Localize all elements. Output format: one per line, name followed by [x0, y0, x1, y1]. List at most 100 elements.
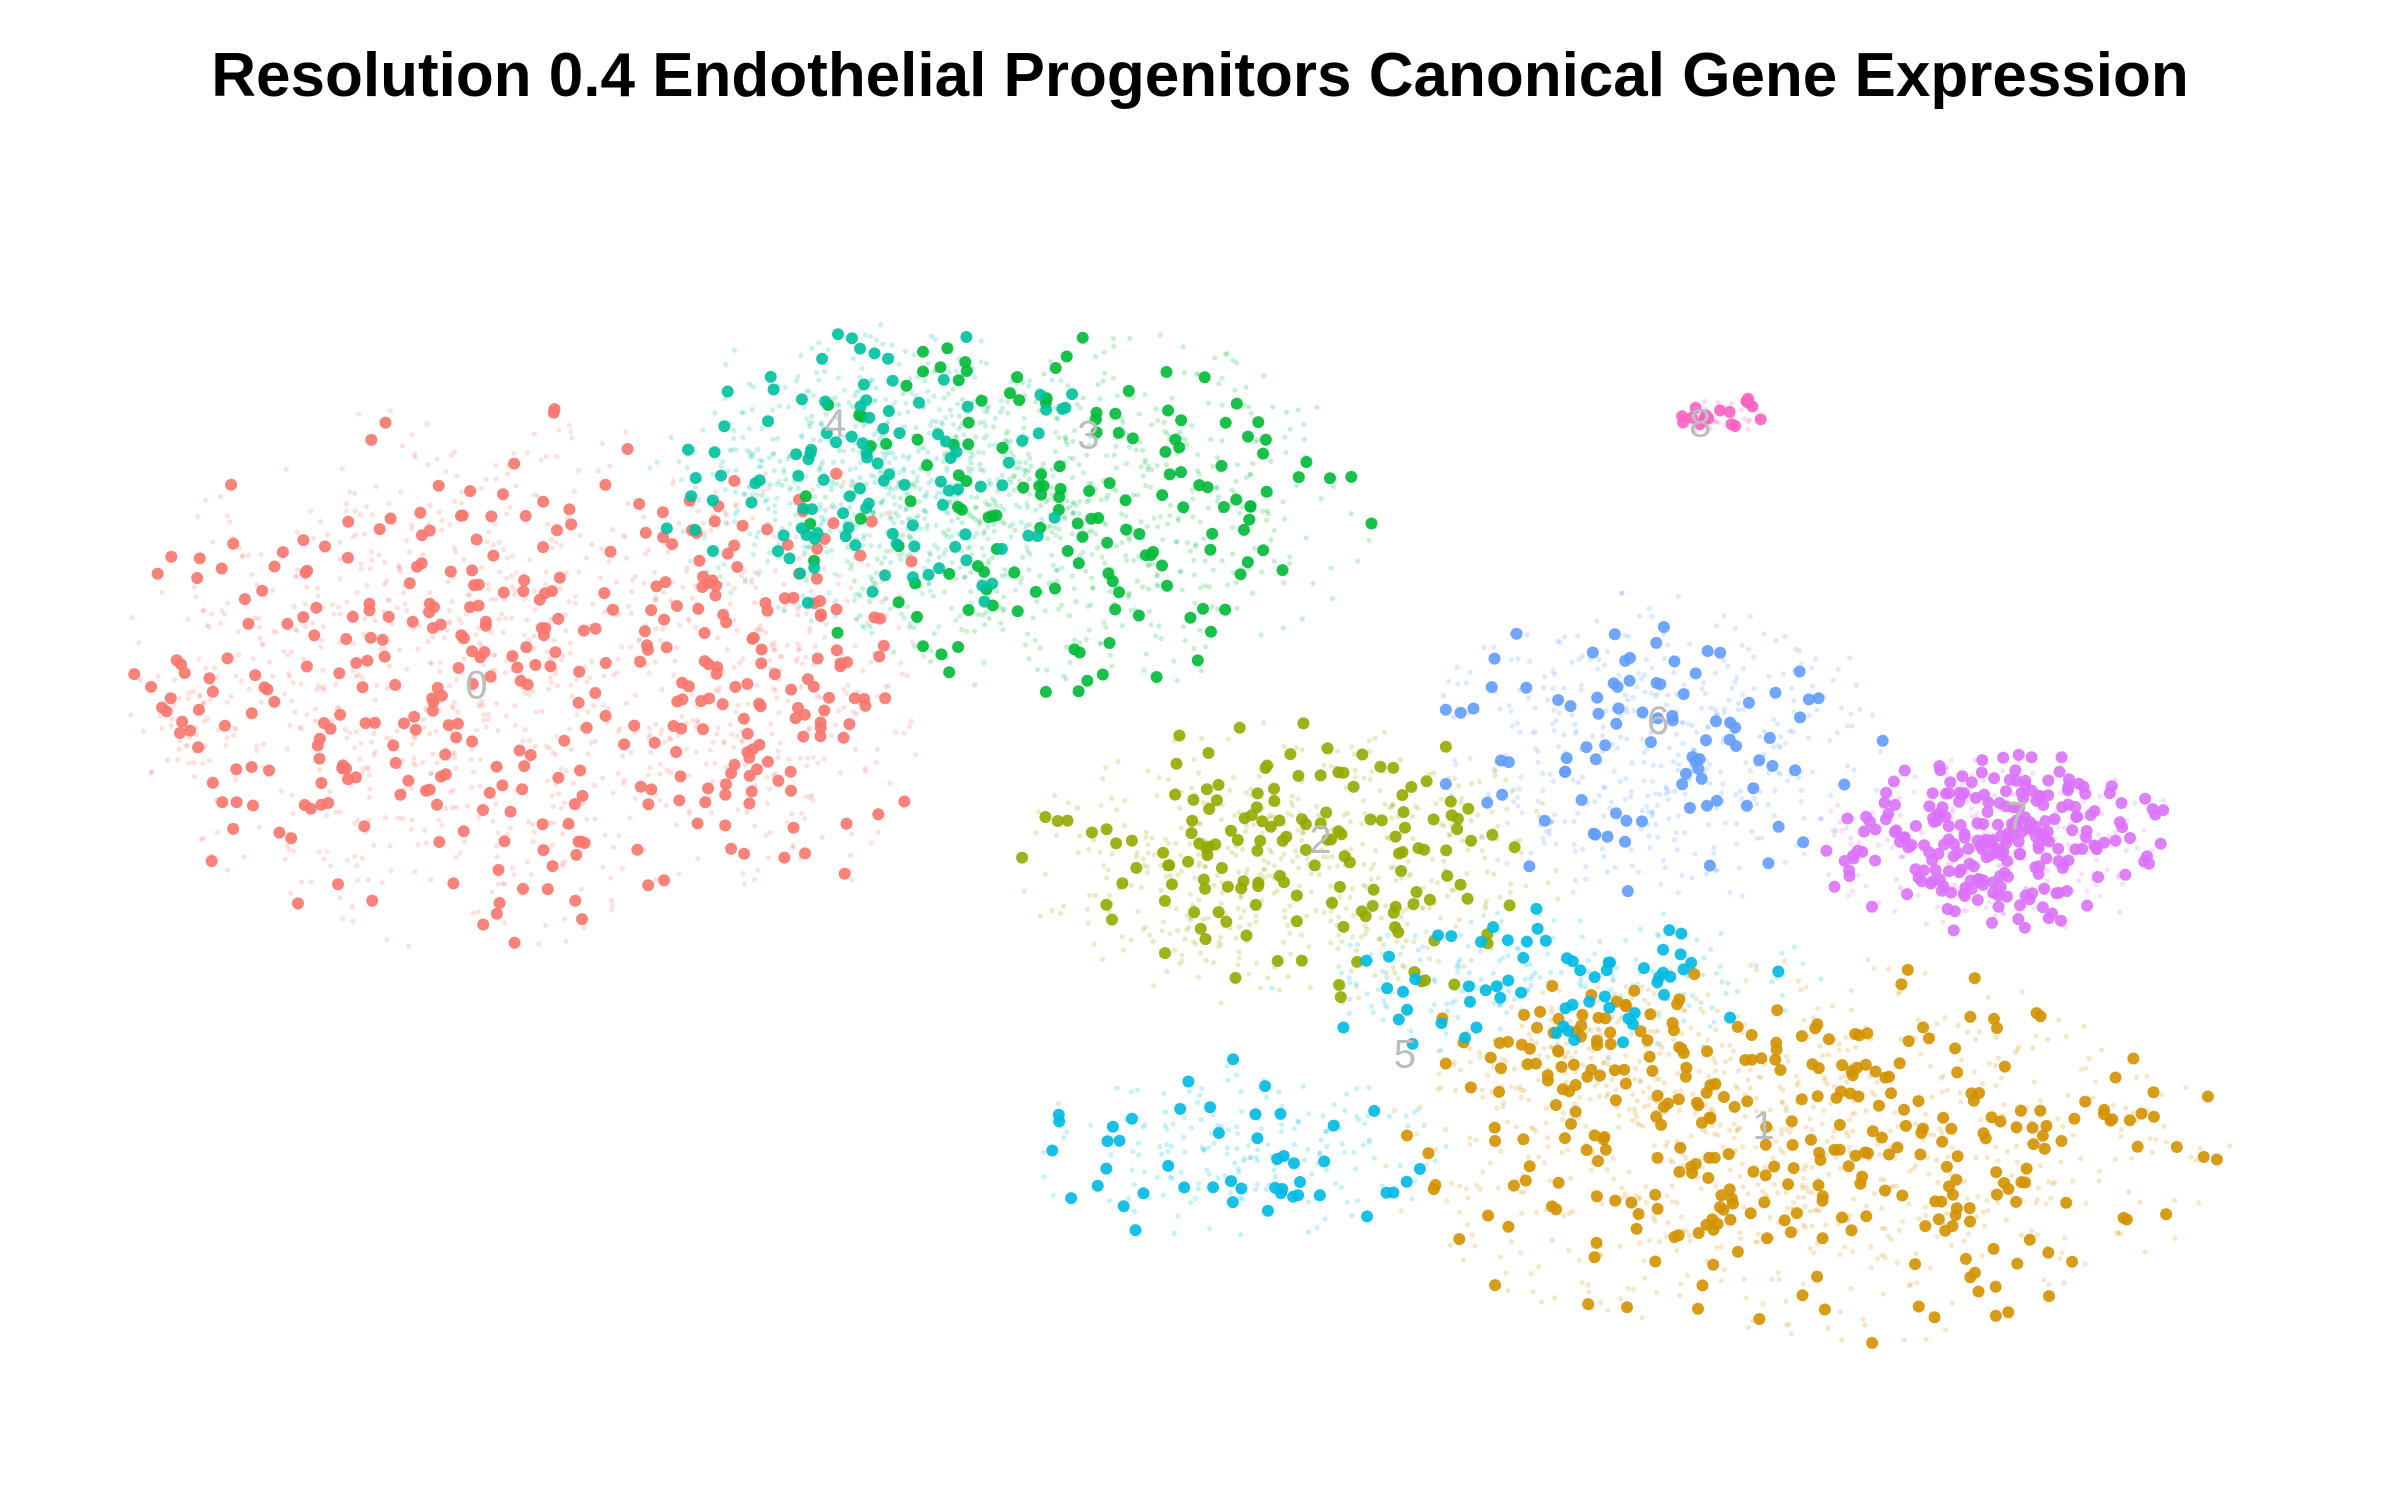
expressing-cell-point-cluster-0	[537, 495, 550, 508]
cell-point-cluster-1	[1579, 1280, 1585, 1286]
cell-point-cluster-5	[1417, 957, 1423, 963]
cell-point-cluster-7	[1923, 921, 1929, 927]
cell-point-cluster-4	[832, 598, 838, 604]
cell-point-cluster-3	[1065, 383, 1071, 389]
cell-point-cluster-3	[983, 360, 990, 366]
cell-point-cluster-3	[1126, 537, 1133, 543]
cell-point-cluster-6	[1627, 794, 1633, 800]
cell-point-cluster-5	[1380, 1017, 1386, 1023]
cell-point-cluster-5	[1171, 1230, 1177, 1236]
cell-point-cluster-1	[1580, 1062, 1586, 1068]
cell-point-cluster-3	[1086, 529, 1092, 535]
cell-point-cluster-2	[1244, 866, 1250, 873]
cell-point-cluster-3	[1107, 652, 1113, 658]
cell-point-cluster-2	[1405, 858, 1412, 864]
cell-point-cluster-1	[1773, 1138, 1779, 1144]
cell-point-cluster-0	[349, 904, 355, 910]
cell-point-cluster-1	[1570, 1208, 1576, 1215]
cell-point-cluster-0	[400, 816, 406, 822]
cell-point-cluster-0	[215, 727, 221, 733]
cell-point-cluster-3	[1094, 545, 1101, 551]
cell-point-cluster-4	[867, 333, 874, 339]
cell-point-cluster-3	[867, 623, 873, 630]
cell-point-cluster-7	[2160, 797, 2166, 803]
cell-point-cluster-1	[1727, 1127, 1733, 1133]
cell-point-cluster-1	[2046, 1179, 2052, 1185]
cell-point-cluster-1	[1613, 1087, 1619, 1093]
cell-point-cluster-3	[1177, 429, 1184, 435]
cell-point-cluster-0	[735, 702, 741, 709]
cell-point-cluster-1	[1958, 1057, 1964, 1063]
cell-point-cluster-0	[354, 729, 360, 735]
cell-point-cluster-0	[766, 786, 773, 792]
cell-point-cluster-0	[767, 658, 773, 664]
cell-point-cluster-0	[693, 749, 699, 755]
cell-point-cluster-3	[1044, 667, 1050, 673]
cell-point-cluster-0	[692, 624, 699, 630]
cell-point-cluster-0	[331, 611, 337, 617]
cell-point-cluster-3	[1063, 644, 1070, 650]
cell-point-cluster-3	[1076, 462, 1082, 468]
cell-point-cluster-3	[1076, 639, 1083, 646]
cell-point-cluster-2	[1259, 897, 1265, 903]
cell-point-cluster-2	[1345, 810, 1351, 816]
cell-point-cluster-6	[1573, 731, 1579, 737]
cell-point-cluster-5	[1397, 951, 1403, 957]
cell-point-cluster-0	[239, 552, 246, 559]
cell-point-cluster-5	[1300, 1083, 1306, 1089]
cell-point-cluster-5	[1354, 981, 1360, 987]
cell-point-cluster-0	[532, 607, 538, 613]
cell-point-cluster-6	[1634, 684, 1640, 690]
expressing-cell-point-cluster-0	[304, 802, 317, 815]
cell-point-cluster-2	[1267, 812, 1274, 819]
cell-point-cluster-0	[505, 471, 511, 477]
cell-point-cluster-5	[1497, 1026, 1503, 1032]
cell-point-cluster-6	[1571, 819, 1577, 825]
cell-point-cluster-4	[833, 481, 840, 487]
cell-point-cluster-3	[1194, 468, 1201, 474]
cell-point-cluster-0	[640, 514, 647, 520]
cell-point-cluster-0	[627, 815, 633, 821]
cell-point-cluster-0	[784, 642, 790, 648]
cell-point-cluster-0	[853, 711, 859, 717]
cell-point-cluster-4	[795, 373, 801, 379]
cell-point-cluster-4	[892, 399, 898, 405]
cell-point-cluster-3	[1104, 496, 1110, 502]
cell-point-cluster-3	[1007, 476, 1013, 482]
cell-point-cluster-0	[737, 660, 743, 666]
cell-point-cluster-1	[1703, 1129, 1709, 1135]
cell-point-cluster-3	[1214, 498, 1221, 504]
cell-point-cluster-3	[1099, 554, 1105, 560]
expressing-cell-point-cluster-0	[215, 562, 228, 575]
cell-point-cluster-4	[936, 624, 942, 630]
cell-point-cluster-1	[1424, 1161, 1430, 1168]
cell-point-cluster-3	[1062, 514, 1068, 520]
cell-point-cluster-6	[1743, 760, 1749, 766]
cell-point-cluster-0	[797, 645, 803, 652]
cell-point-cluster-1	[2018, 1232, 2025, 1238]
cell-point-cluster-3	[1011, 472, 1018, 478]
cell-point-cluster-3	[1020, 380, 1026, 386]
cell-point-cluster-0	[321, 856, 327, 862]
cell-point-cluster-1	[1740, 1204, 1747, 1210]
cell-point-cluster-0	[795, 647, 802, 653]
cell-point-cluster-3	[1110, 336, 1117, 342]
cell-point-cluster-4	[823, 411, 829, 418]
cell-point-cluster-0	[285, 652, 291, 658]
cell-point-cluster-2	[1420, 906, 1426, 912]
cell-point-cluster-0	[520, 738, 526, 744]
cell-point-cluster-4	[733, 467, 739, 473]
cell-point-cluster-3	[1287, 426, 1293, 432]
cell-point-cluster-6	[1514, 720, 1520, 726]
cell-point-cluster-2	[1246, 971, 1252, 977]
cell-point-cluster-6	[1631, 708, 1637, 714]
cell-point-cluster-3	[1052, 448, 1058, 454]
cell-point-cluster-6	[1789, 686, 1795, 692]
cell-point-cluster-0	[848, 585, 854, 591]
cell-point-cluster-3	[1025, 451, 1031, 457]
cell-point-cluster-0	[291, 604, 297, 610]
cell-point-cluster-1	[1670, 1159, 1676, 1165]
cell-point-cluster-6	[1681, 682, 1687, 688]
cell-point-cluster-4	[769, 407, 776, 413]
cell-point-cluster-4	[723, 361, 729, 367]
